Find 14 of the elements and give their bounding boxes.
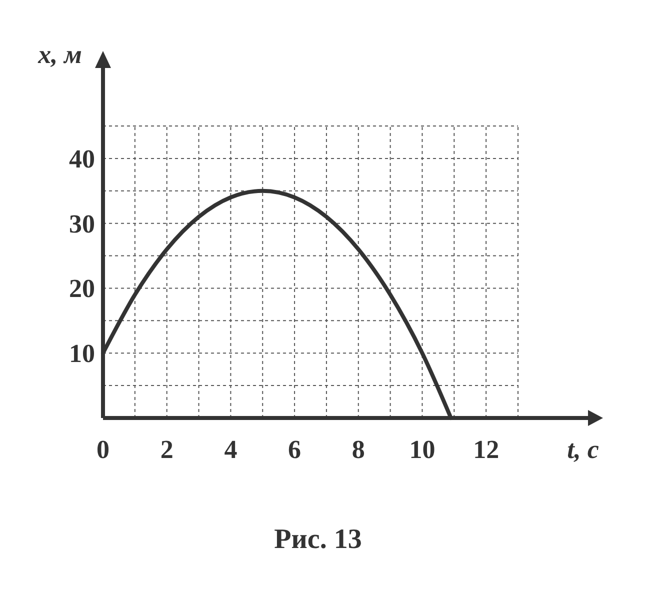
x-tick-label: 6 <box>288 435 302 464</box>
y-axis-title: x, м <box>37 40 82 69</box>
x-tick-label: 8 <box>352 435 365 464</box>
x-tick-label: 10 <box>409 435 436 464</box>
y-tick-label: 40 <box>69 144 95 174</box>
text: Рис. 13 <box>274 524 362 555</box>
y-tick-label: 10 <box>69 339 95 368</box>
x-axis-title: t, с <box>567 435 600 464</box>
x-tick-label: 4 <box>224 435 238 464</box>
x-tick-label: 2 <box>160 435 174 464</box>
x-tick-label: 0 <box>96 435 110 464</box>
y-tick-label: 20 <box>69 274 95 304</box>
y-tick-label: 30 <box>69 209 95 238</box>
x-tick-label: 12 <box>473 435 500 464</box>
